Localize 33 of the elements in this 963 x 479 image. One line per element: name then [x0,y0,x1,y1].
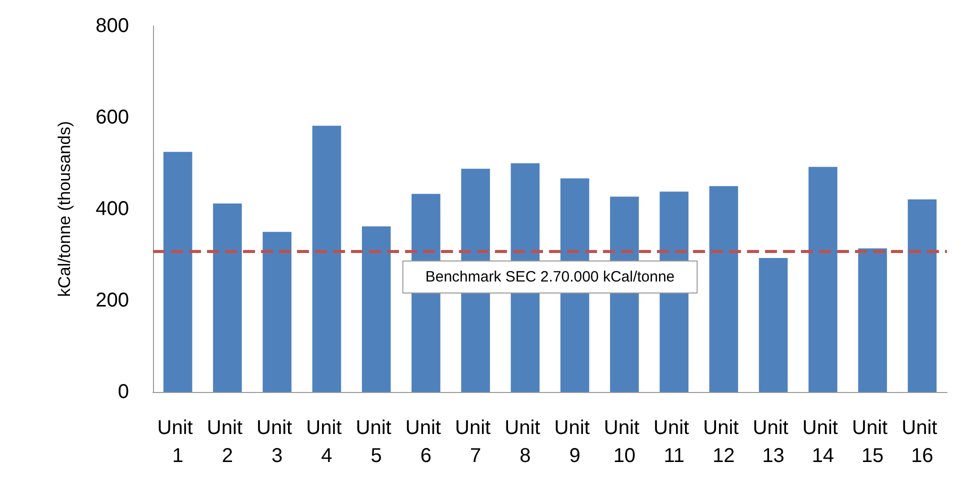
x-tick-label: Unit 1 [157,417,198,467]
x-tick-label: Unit 9 [554,417,596,467]
bar [858,248,887,392]
bar [709,186,738,392]
bar [908,199,937,392]
bar [362,226,391,392]
y-axis-title: kCal/tonne (thousands) [55,121,74,297]
x-tick-label: Unit 11 [654,417,695,467]
x-tick-label: Unit 16 [902,417,943,467]
bar [808,166,838,392]
x-tick-label: Unit 15 [852,417,894,467]
x-tick-label: Unit 10 [604,417,645,467]
x-tick-label: Unit 7 [455,417,496,467]
x-tick-label: Unit 4 [306,417,348,467]
x-tick-label: Unit 6 [405,417,446,467]
bar [213,204,242,392]
bar [312,126,342,392]
bar [758,258,788,392]
ref-line-label: Benchmark SEC 2.70.000 kCal/tonne [425,268,675,286]
y-tick-label: 0 [118,381,129,403]
bar [262,232,292,392]
x-tick-label: Unit 8 [504,417,546,467]
y-tick-label: 600 [96,106,129,128]
x-tick-label: Unit 5 [356,417,397,467]
x-tick-label: Unit 13 [752,417,794,467]
x-tick-label: Unit 14 [802,417,844,467]
y-tick-label: 400 [96,198,129,220]
x-tick-label: Unit 3 [256,417,298,467]
y-tick-label: 800 [96,15,129,37]
bar [163,152,192,392]
x-tick-label: Unit 2 [206,417,248,467]
y-tick-label: 200 [96,290,129,312]
x-tick-label: Unit 12 [703,417,744,467]
